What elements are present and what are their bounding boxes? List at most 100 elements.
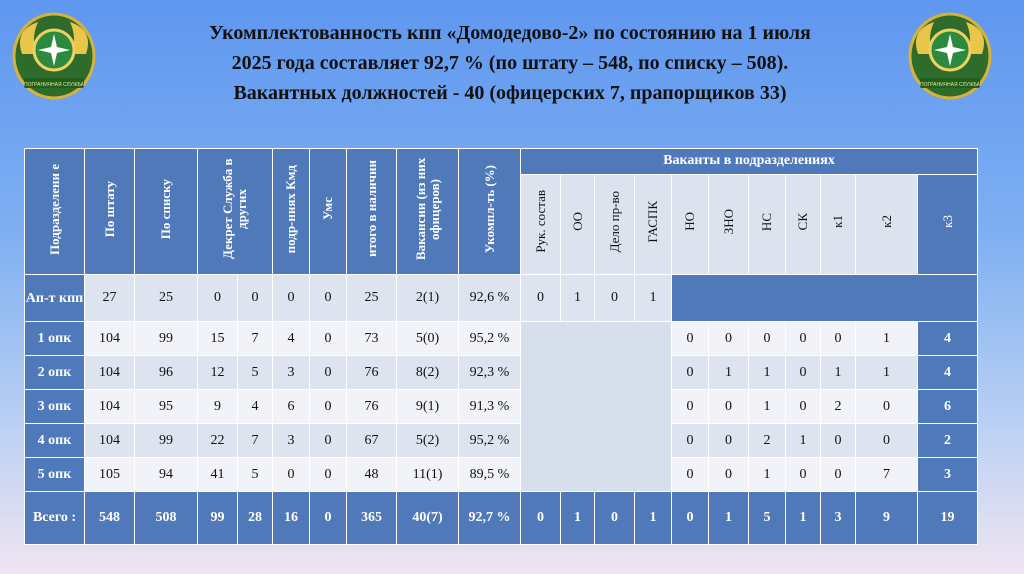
cell: 1 bbox=[708, 355, 749, 390]
cell: 0 bbox=[785, 321, 821, 356]
cell: 5(2) bbox=[396, 423, 459, 458]
cell: 25 bbox=[346, 274, 397, 322]
total-cell: 0 bbox=[520, 491, 561, 545]
subheader-delo: Дело пр-во bbox=[594, 173, 635, 276]
header-vacancies-group: Ваканты в подразделениях bbox=[519, 148, 979, 175]
cell: 0 bbox=[785, 457, 821, 492]
cell: 2(1) bbox=[396, 274, 459, 322]
table-row: 1 опк 104 99 15 7 4 0 73 5(0) 95,2 % 0 0… bbox=[24, 321, 979, 492]
cell: 0 bbox=[708, 423, 749, 458]
cell: 0 bbox=[197, 274, 238, 322]
cell: 104 bbox=[84, 321, 135, 356]
title-line-3: Вакантных должностей - 40 (офицерских 7,… bbox=[233, 82, 787, 104]
cell: 0 bbox=[785, 389, 821, 424]
cell: 1 bbox=[748, 355, 786, 390]
cell: 0 bbox=[309, 274, 347, 322]
cell-k3: 6 bbox=[916, 389, 979, 424]
total-cell: 0 bbox=[594, 491, 635, 545]
cell: 0 bbox=[820, 321, 856, 356]
cell: 0 bbox=[309, 389, 347, 424]
cell: 11(1) bbox=[396, 457, 459, 492]
cell: 95 bbox=[134, 389, 198, 424]
subheader-ns: НС bbox=[748, 173, 786, 276]
cell: 92,6 % bbox=[458, 274, 521, 322]
cell: 0 bbox=[671, 321, 709, 356]
row-unit: 1 опк bbox=[24, 321, 85, 356]
cell: 0 bbox=[748, 321, 786, 356]
subheader-gaspk: ГАСПК bbox=[634, 173, 672, 276]
cell: 91,3 % bbox=[458, 389, 521, 424]
cell: 73 bbox=[346, 321, 397, 356]
cell: 0 bbox=[272, 274, 310, 322]
cell: 2 bbox=[748, 423, 786, 458]
cell: 0 bbox=[237, 274, 273, 322]
border-service-emblem-right: ПОГРАНИЧНАЯ СЛУЖБА bbox=[908, 12, 992, 100]
row-unit: 4 опк bbox=[24, 423, 85, 458]
row-unit: 2 опк bbox=[24, 355, 85, 390]
total-row: Всего : 548 508 99 28 16 0 365 40(7) 92,… bbox=[24, 491, 979, 545]
cell: 1 bbox=[748, 457, 786, 492]
cell: 0 bbox=[820, 423, 856, 458]
cell: 104 bbox=[84, 423, 135, 458]
cell-k3: 4 bbox=[916, 355, 979, 390]
header-ums: Умс bbox=[309, 148, 347, 275]
cell: 105 bbox=[84, 457, 135, 492]
cell: 9(1) bbox=[396, 389, 459, 424]
cell: 0 bbox=[520, 274, 561, 322]
total-cell: 1 bbox=[634, 491, 672, 545]
cell: 1 bbox=[785, 423, 821, 458]
row-unit: Ап-т кпп bbox=[24, 274, 85, 322]
empty-block bbox=[520, 321, 672, 492]
total-cell: 19 bbox=[916, 491, 979, 545]
title-line-1: Укомплектованность кпп «Домодедово-2» по… bbox=[209, 22, 811, 44]
subheader-zno: ЗНО bbox=[708, 173, 749, 276]
cell: 96 bbox=[134, 355, 198, 390]
cell: 25 bbox=[134, 274, 198, 322]
cell: 3 bbox=[272, 355, 310, 390]
row-unit: 3 опк bbox=[24, 389, 85, 424]
cell: 27 bbox=[84, 274, 135, 322]
cell-k3: 4 bbox=[916, 321, 979, 356]
cell: 1 bbox=[748, 389, 786, 424]
cell: 1 bbox=[855, 355, 918, 390]
cell: 89,5 % bbox=[458, 457, 521, 492]
cell: 92,3 % bbox=[458, 355, 521, 390]
total-cell: 3 bbox=[820, 491, 856, 545]
subheader-no: НО bbox=[671, 173, 709, 276]
cell: 0 bbox=[594, 274, 635, 322]
subheader-ruk: Рук. состав bbox=[520, 173, 561, 276]
cell: 0 bbox=[708, 389, 749, 424]
header-ukompl: Укомпл-ть (%) bbox=[458, 148, 521, 275]
cell: 1 bbox=[855, 321, 918, 356]
subheader-k2: к2 bbox=[855, 173, 918, 276]
cell: 0 bbox=[708, 457, 749, 492]
cell: 41 bbox=[197, 457, 238, 492]
cell: 104 bbox=[84, 355, 135, 390]
emblem-caption-right: ПОГРАНИЧНАЯ СЛУЖБА bbox=[920, 82, 981, 88]
header-vakansii: Вакансии (из них офицеров) bbox=[396, 148, 459, 275]
cell: 67 bbox=[346, 423, 397, 458]
subheader-sk: СК bbox=[785, 173, 821, 276]
emblem-caption-left: ПОГРАНИЧНАЯ СЛУЖБА bbox=[24, 82, 85, 88]
total-cell: 548 bbox=[84, 491, 135, 545]
cell-k3: 3 bbox=[916, 457, 979, 492]
header-podr: подр-ниях Кмд bbox=[272, 148, 310, 275]
cell: 76 bbox=[346, 355, 397, 390]
cell: 5 bbox=[237, 457, 273, 492]
total-cell: 365 bbox=[346, 491, 397, 545]
total-cell: 1 bbox=[785, 491, 821, 545]
table-row: 2 опк 104 96 12 5 3 0 76 8(2) 92,3 % 0 1… bbox=[24, 355, 979, 390]
cell: 48 bbox=[346, 457, 397, 492]
cell: 0 bbox=[708, 321, 749, 356]
title-line-2: 2025 года составляет 92,7 % (по штату – … bbox=[231, 52, 789, 74]
cell: 1 bbox=[820, 355, 856, 390]
cell: 0 bbox=[309, 321, 347, 356]
row-unit: 5 опк bbox=[24, 457, 85, 492]
total-cell: 9 bbox=[855, 491, 918, 545]
cell: 95,2 % bbox=[458, 423, 521, 458]
header-spisok: По списку bbox=[134, 148, 198, 275]
cell: 8(2) bbox=[396, 355, 459, 390]
cell: 0 bbox=[309, 423, 347, 458]
total-cell: 1 bbox=[708, 491, 749, 545]
total-cell: 16 bbox=[272, 491, 310, 545]
